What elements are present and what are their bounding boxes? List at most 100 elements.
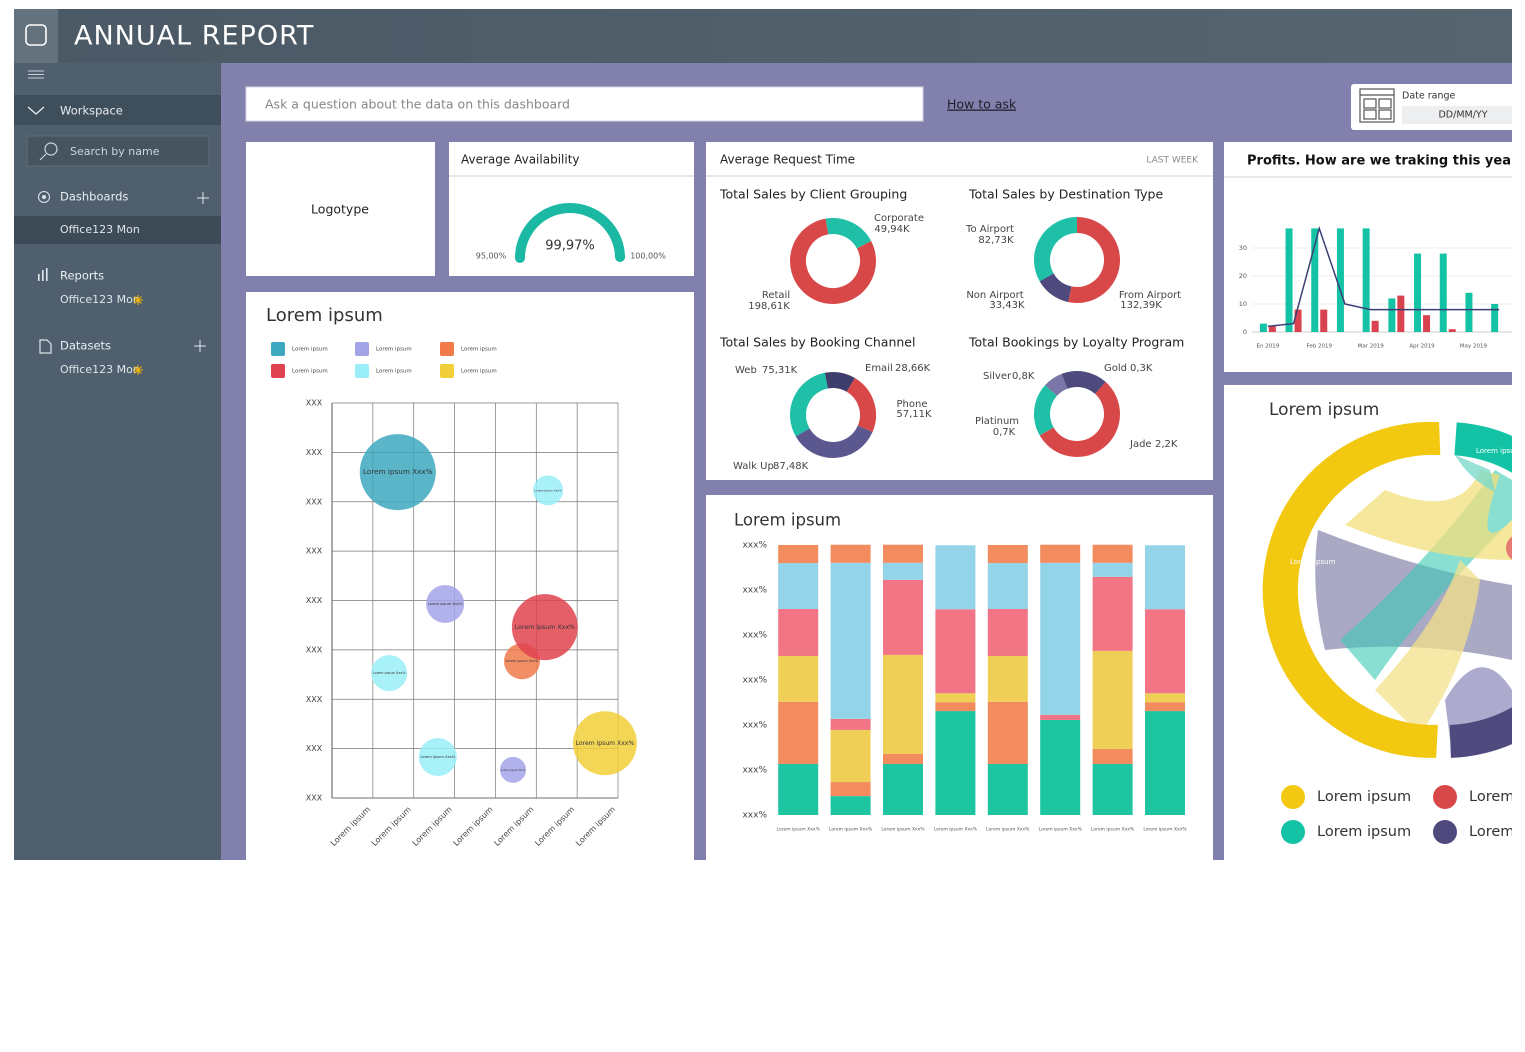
- y-tick-label: 10: [1239, 300, 1247, 308]
- segment-value: 132,39K: [1120, 300, 1162, 311]
- bar-segment: [1092, 562, 1133, 577]
- x-tick-label: Lorem ipsum Xxx%: [934, 827, 978, 833]
- legend-dot: [1281, 785, 1305, 809]
- bar: [1414, 253, 1422, 332]
- bar-segment: [1092, 544, 1133, 563]
- menu-icon[interactable]: [28, 70, 44, 79]
- section-item[interactable]: Office123 Mon: [60, 363, 140, 376]
- x-tick-label: En 2019: [1256, 344, 1279, 350]
- bar-segment: [1145, 702, 1185, 712]
- bubble-label: Lorem ipsum Xxx%: [576, 740, 635, 747]
- bar: [1491, 304, 1499, 332]
- section-title[interactable]: Datasets: [60, 339, 111, 353]
- bar-segment: [935, 711, 976, 815]
- y-tick-label: XXX: [306, 645, 323, 654]
- calendar-icon: [1359, 88, 1395, 123]
- app-icon-box[interactable]: [14, 9, 58, 63]
- date-input[interactable]: [1402, 106, 1512, 124]
- bubble-label: Lorem ipsum Xxx%: [373, 671, 407, 675]
- new-badge: [133, 295, 143, 305]
- donut-segment: [824, 372, 855, 392]
- bar-segment: [830, 562, 871, 719]
- y-tick-label: XXX: [306, 695, 323, 704]
- bar-segment: [935, 609, 976, 694]
- bubble: [359, 434, 436, 511]
- chart-title: Total Bookings by Loyalty Program: [968, 335, 1184, 350]
- bar-segment: [1040, 544, 1081, 563]
- bar: [1268, 326, 1276, 332]
- bar-segment: [987, 563, 1028, 609]
- gauge-value: 99,97%: [545, 239, 595, 254]
- legend-dot: [1281, 820, 1305, 844]
- bar-segment: [987, 608, 1028, 656]
- selected-item[interactable]: [14, 216, 221, 244]
- add-icon[interactable]: [194, 340, 206, 352]
- sidebar-search[interactable]: [26, 135, 210, 167]
- bubble-label: Lorem ipsum Xxx%: [363, 467, 433, 476]
- legend-label: Lorem ipsum: [461, 347, 497, 353]
- legend-swatch: [271, 342, 285, 356]
- y-tick-label: 0: [1243, 328, 1247, 336]
- bar-segment: [830, 729, 871, 783]
- question-placeholder: Ask a question about the data on this da…: [265, 97, 570, 112]
- legend-label: Lorem ipsum: [376, 369, 412, 375]
- gauge-arc: [515, 203, 625, 263]
- section-item[interactable]: Office123 Mon: [60, 293, 140, 306]
- line: [1267, 225, 1500, 328]
- donut-segment: [825, 218, 872, 249]
- legend-dot: [1433, 820, 1457, 844]
- dashboards-icon: [38, 191, 50, 203]
- new-badge: [133, 365, 143, 375]
- legend-label: Lorem ipsum: [1317, 824, 1411, 840]
- legend-label: Lorem ipsum: [292, 347, 328, 353]
- bubble: [511, 594, 578, 661]
- chord-arc: [1262, 421, 1441, 758]
- bar: [1311, 228, 1319, 332]
- page-title: ANNUAL REPORT: [74, 21, 314, 52]
- legend-swatch: [355, 364, 369, 378]
- segment-label: Platinum: [975, 416, 1019, 427]
- segment-label: Jade: [1129, 439, 1152, 450]
- legend-dot: [1433, 785, 1457, 809]
- y-tick-label: XXX: [306, 448, 323, 457]
- bar-segment: [778, 545, 819, 564]
- segment-value: 82,73K: [978, 235, 1014, 246]
- arc-label: Lorem ipsum: [1290, 558, 1336, 566]
- legend-label: Lorem ipsum: [1469, 824, 1525, 840]
- bar: [1397, 295, 1405, 332]
- section-title[interactable]: Reports: [60, 269, 104, 283]
- segment-label: Corporate: [874, 213, 924, 224]
- logotype: Logotype: [311, 202, 369, 217]
- legend-label: Lorem ipsum: [1469, 789, 1525, 805]
- gauge-max: 100,00%: [630, 252, 666, 261]
- bar-segment: [1145, 693, 1185, 703]
- bar: [1320, 309, 1328, 332]
- card-title: Lorem ipsum: [734, 511, 841, 530]
- x-tick-label: Lorem ipsum Xxx%: [1091, 827, 1135, 833]
- bar-segment: [1145, 545, 1185, 610]
- help-link[interactable]: How to ask: [947, 97, 1017, 112]
- legend-swatch: [355, 342, 369, 356]
- add-icon[interactable]: [197, 192, 209, 204]
- donut-segment: [1034, 217, 1078, 282]
- y-tick-label: xxx%: [742, 811, 767, 821]
- bar-segment: [883, 763, 923, 815]
- workspace-row[interactable]: [14, 95, 221, 125]
- segment-label: Web: [735, 365, 757, 376]
- segment-value: 87,48K: [773, 461, 809, 472]
- y-tick-label: 20: [1239, 272, 1247, 280]
- bar-segment: [1092, 650, 1133, 749]
- segment-label: Walk Up: [733, 461, 774, 472]
- segment-value: 49,94K: [874, 224, 910, 235]
- donut-segment: [790, 372, 829, 437]
- bar: [1336, 228, 1344, 332]
- section-item: Office123 Mon: [60, 223, 140, 236]
- legend-swatch: [440, 364, 454, 378]
- segment-value: 0,7K: [993, 427, 1016, 438]
- bar-segment: [987, 701, 1028, 764]
- chevron-icon: [27, 106, 45, 115]
- section-title[interactable]: Dashboards: [60, 190, 128, 204]
- card-title: Profits. How are we traking this year?: [1247, 154, 1525, 169]
- question-box[interactable]: [245, 86, 924, 122]
- bar: [1448, 329, 1456, 332]
